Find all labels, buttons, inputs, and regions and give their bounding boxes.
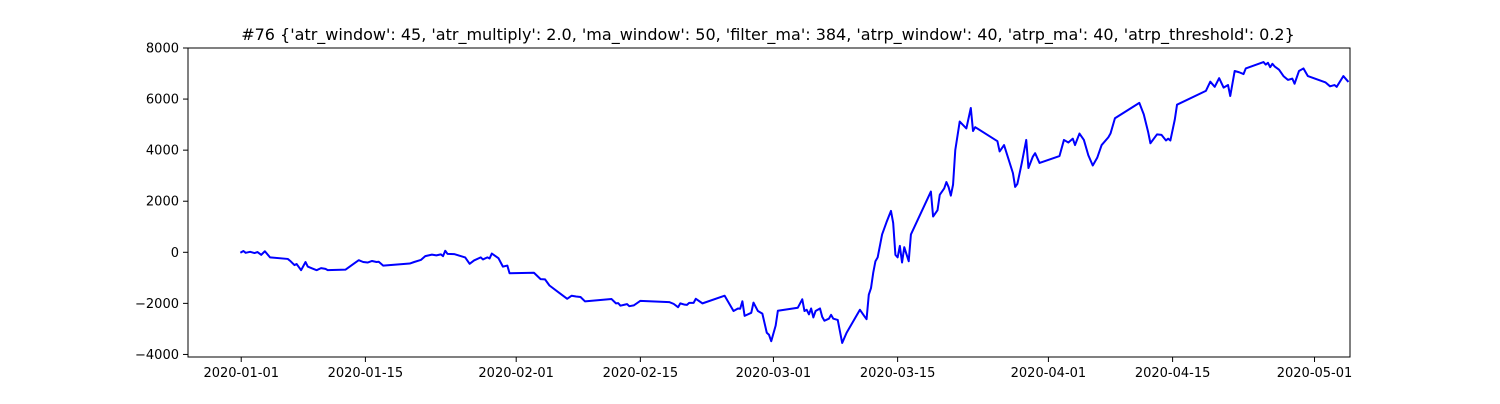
x-tick-label-0: 2020-01-01 [203,366,279,381]
x-tick-label-7: 2020-04-15 [1135,366,1211,381]
x-tick-label-1: 2020-01-15 [328,366,404,381]
y-tick-label-2: 0 [171,246,179,261]
x-tick-label-6: 2020-04-01 [1011,366,1087,381]
x-tick-label-3: 2020-02-15 [603,366,679,381]
y-tick-label-6: 8000 [146,42,179,57]
chart-title: #76 {'atr_window': 45, 'atr_multiply': 2… [241,25,1295,45]
x-tick-label-2: 2020-02-01 [478,366,554,381]
y-tick-label-0: −4000 [135,348,179,363]
series-line-0 [239,61,1350,344]
x-tick-label-8: 2020-05-01 [1277,366,1353,381]
y-tick-label-4: 4000 [146,144,179,159]
y-tick-label-5: 6000 [146,93,179,108]
y-tick-label-1: −2000 [135,297,179,312]
plot-area: 2020-01-01 2020-01-15 2020-02-01 2020-02-15… [135,42,1352,382]
y-tick-label-3: 2000 [146,195,179,210]
x-tick-label-4: 2020-03-01 [736,366,812,381]
axes-frame [187,47,1351,358]
x-tick-label-5: 2020-03-15 [860,366,936,381]
